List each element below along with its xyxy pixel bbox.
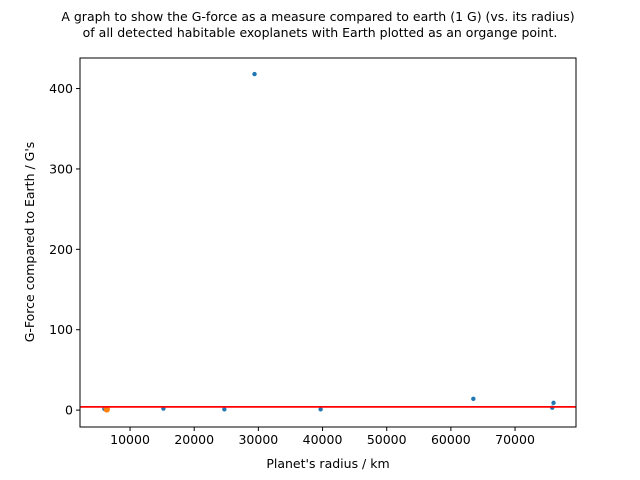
y-axis-label: G-Force compared to Earth / G's — [22, 142, 37, 343]
plot-frame — [79, 57, 577, 428]
x-axis: 10000 20000 30000 40000 50000 60000 70000 — [110, 427, 535, 447]
x-tick-label: 70000 — [495, 432, 535, 447]
x-tick-label: 10000 — [110, 432, 150, 447]
x-tick-label: 20000 — [174, 432, 214, 447]
y-tick-label: 200 — [49, 242, 73, 257]
exoplanet-point — [252, 71, 257, 77]
y-tick-label: 400 — [49, 81, 73, 96]
x-tick-label: 40000 — [303, 432, 343, 447]
exoplanet-point — [471, 396, 476, 402]
chart-title-line-2: of all detected habitable exoplanets wit… — [83, 25, 558, 40]
y-axis: 0 100 200 300 400 — [49, 81, 80, 418]
chart-title-line-1: A graph to show the G-force as a measure… — [61, 9, 574, 24]
x-tick-label: 60000 — [431, 432, 471, 447]
plot-area — [80, 71, 576, 413]
y-tick-label: 0 — [65, 403, 73, 418]
exoplanet-point — [318, 407, 323, 412]
y-tick-label: 100 — [49, 322, 73, 337]
exoplanet-point — [551, 400, 556, 406]
x-tick-label: 30000 — [238, 432, 278, 447]
x-axis-label: Planet's radius / km — [266, 456, 389, 471]
y-tick-label: 300 — [49, 161, 73, 176]
exoplanet-point — [222, 407, 227, 412]
x-tick-label: 50000 — [367, 432, 407, 447]
